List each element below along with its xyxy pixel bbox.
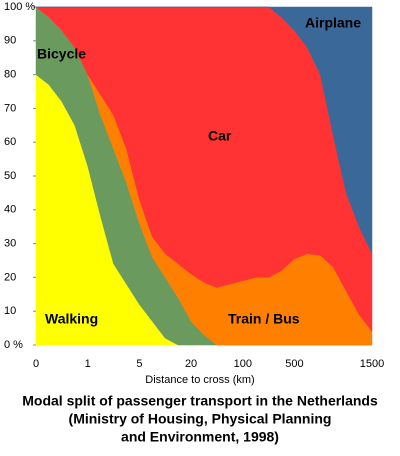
x-tick-label: 5 [136, 358, 142, 370]
area-label: Train / Bus [228, 311, 300, 327]
y-tick-label: 10 [4, 305, 16, 317]
area-label: Bicycle [37, 46, 86, 62]
y-tick-label: 50 [4, 170, 16, 182]
y-tick-label: 40 [4, 204, 16, 216]
chart-title: (Ministry of Housing, Physical Planning [69, 411, 332, 427]
y-tick-label: 100 % [4, 1, 35, 13]
x-tick-label: 1500 [360, 358, 384, 370]
area [36, 6, 373, 254]
area-label: Walking [45, 311, 98, 327]
x-tick-label: 500 [285, 358, 303, 370]
y-tick-label: 0 % [4, 339, 23, 351]
x-tick-label: 0 [33, 358, 39, 370]
x-tick-label: 1 [85, 358, 91, 370]
area-label: Car [208, 128, 232, 144]
x-axis-label: Distance to cross (km) [145, 374, 254, 386]
x-tick-label: 100 [234, 358, 252, 370]
y-tick-label: 60 [4, 136, 16, 148]
chart-title: Modal split of passenger transport in th… [22, 393, 378, 409]
area-label: Airplane [305, 15, 361, 31]
y-tick-label: 90 [4, 35, 16, 47]
x-tick-label: 20 [185, 358, 197, 370]
plot-area [35, 6, 373, 346]
chart-title: and Environment, 1998) [121, 429, 279, 445]
y-tick-label: 20 [4, 271, 16, 283]
y-tick-label: 70 [4, 102, 16, 114]
y-tick-label: 30 [4, 238, 16, 250]
y-tick-label: 80 [4, 69, 16, 81]
